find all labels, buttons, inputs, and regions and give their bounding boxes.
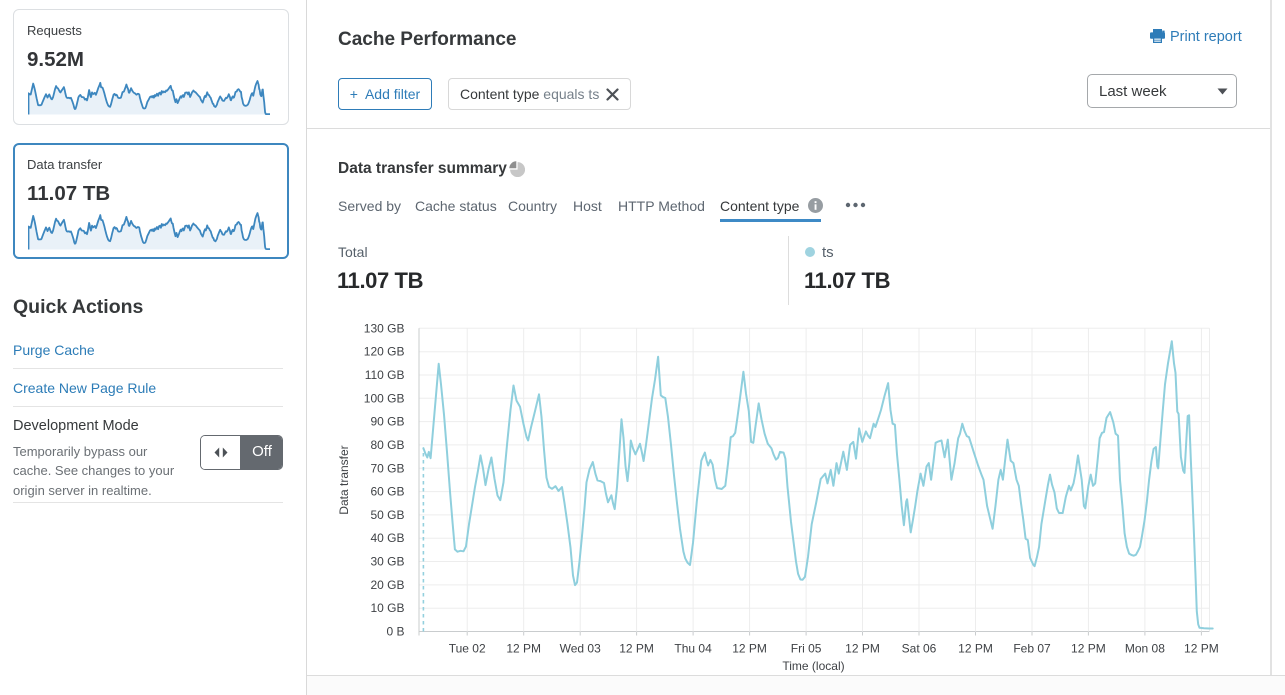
svg-text:90 GB: 90 GB — [370, 415, 404, 429]
svg-text:12 PM: 12 PM — [1071, 642, 1106, 656]
svg-text:12 PM: 12 PM — [1184, 642, 1219, 656]
svg-text:130 GB: 130 GB — [364, 321, 405, 335]
svg-text:Thu 04: Thu 04 — [674, 642, 712, 656]
svg-text:Feb 07: Feb 07 — [1013, 642, 1051, 656]
svg-text:30 GB: 30 GB — [370, 555, 404, 569]
svg-text:Data transfer: Data transfer — [337, 445, 351, 514]
svg-text:12 PM: 12 PM — [506, 642, 541, 656]
svg-text:Sat 06: Sat 06 — [902, 642, 937, 656]
svg-text:50 GB: 50 GB — [370, 508, 404, 522]
svg-text:100 GB: 100 GB — [364, 391, 405, 405]
svg-text:70 GB: 70 GB — [370, 461, 404, 475]
svg-text:0 B: 0 B — [386, 625, 404, 639]
svg-text:12 PM: 12 PM — [619, 642, 654, 656]
svg-text:Wed 03: Wed 03 — [560, 642, 601, 656]
svg-text:120 GB: 120 GB — [364, 345, 405, 359]
svg-text:10 GB: 10 GB — [370, 601, 404, 615]
svg-text:12 PM: 12 PM — [845, 642, 880, 656]
svg-text:110 GB: 110 GB — [365, 368, 405, 382]
svg-text:60 GB: 60 GB — [370, 485, 404, 499]
svg-text:80 GB: 80 GB — [370, 438, 404, 452]
svg-text:Mon 08: Mon 08 — [1125, 642, 1165, 656]
svg-text:Fri 05: Fri 05 — [791, 642, 822, 656]
svg-text:Tue 02: Tue 02 — [449, 642, 486, 656]
svg-text:12 PM: 12 PM — [958, 642, 993, 656]
svg-text:20 GB: 20 GB — [370, 578, 404, 592]
svg-text:40 GB: 40 GB — [370, 531, 404, 545]
svg-text:Time (local): Time (local) — [782, 659, 844, 673]
svg-text:12 PM: 12 PM — [732, 642, 767, 656]
